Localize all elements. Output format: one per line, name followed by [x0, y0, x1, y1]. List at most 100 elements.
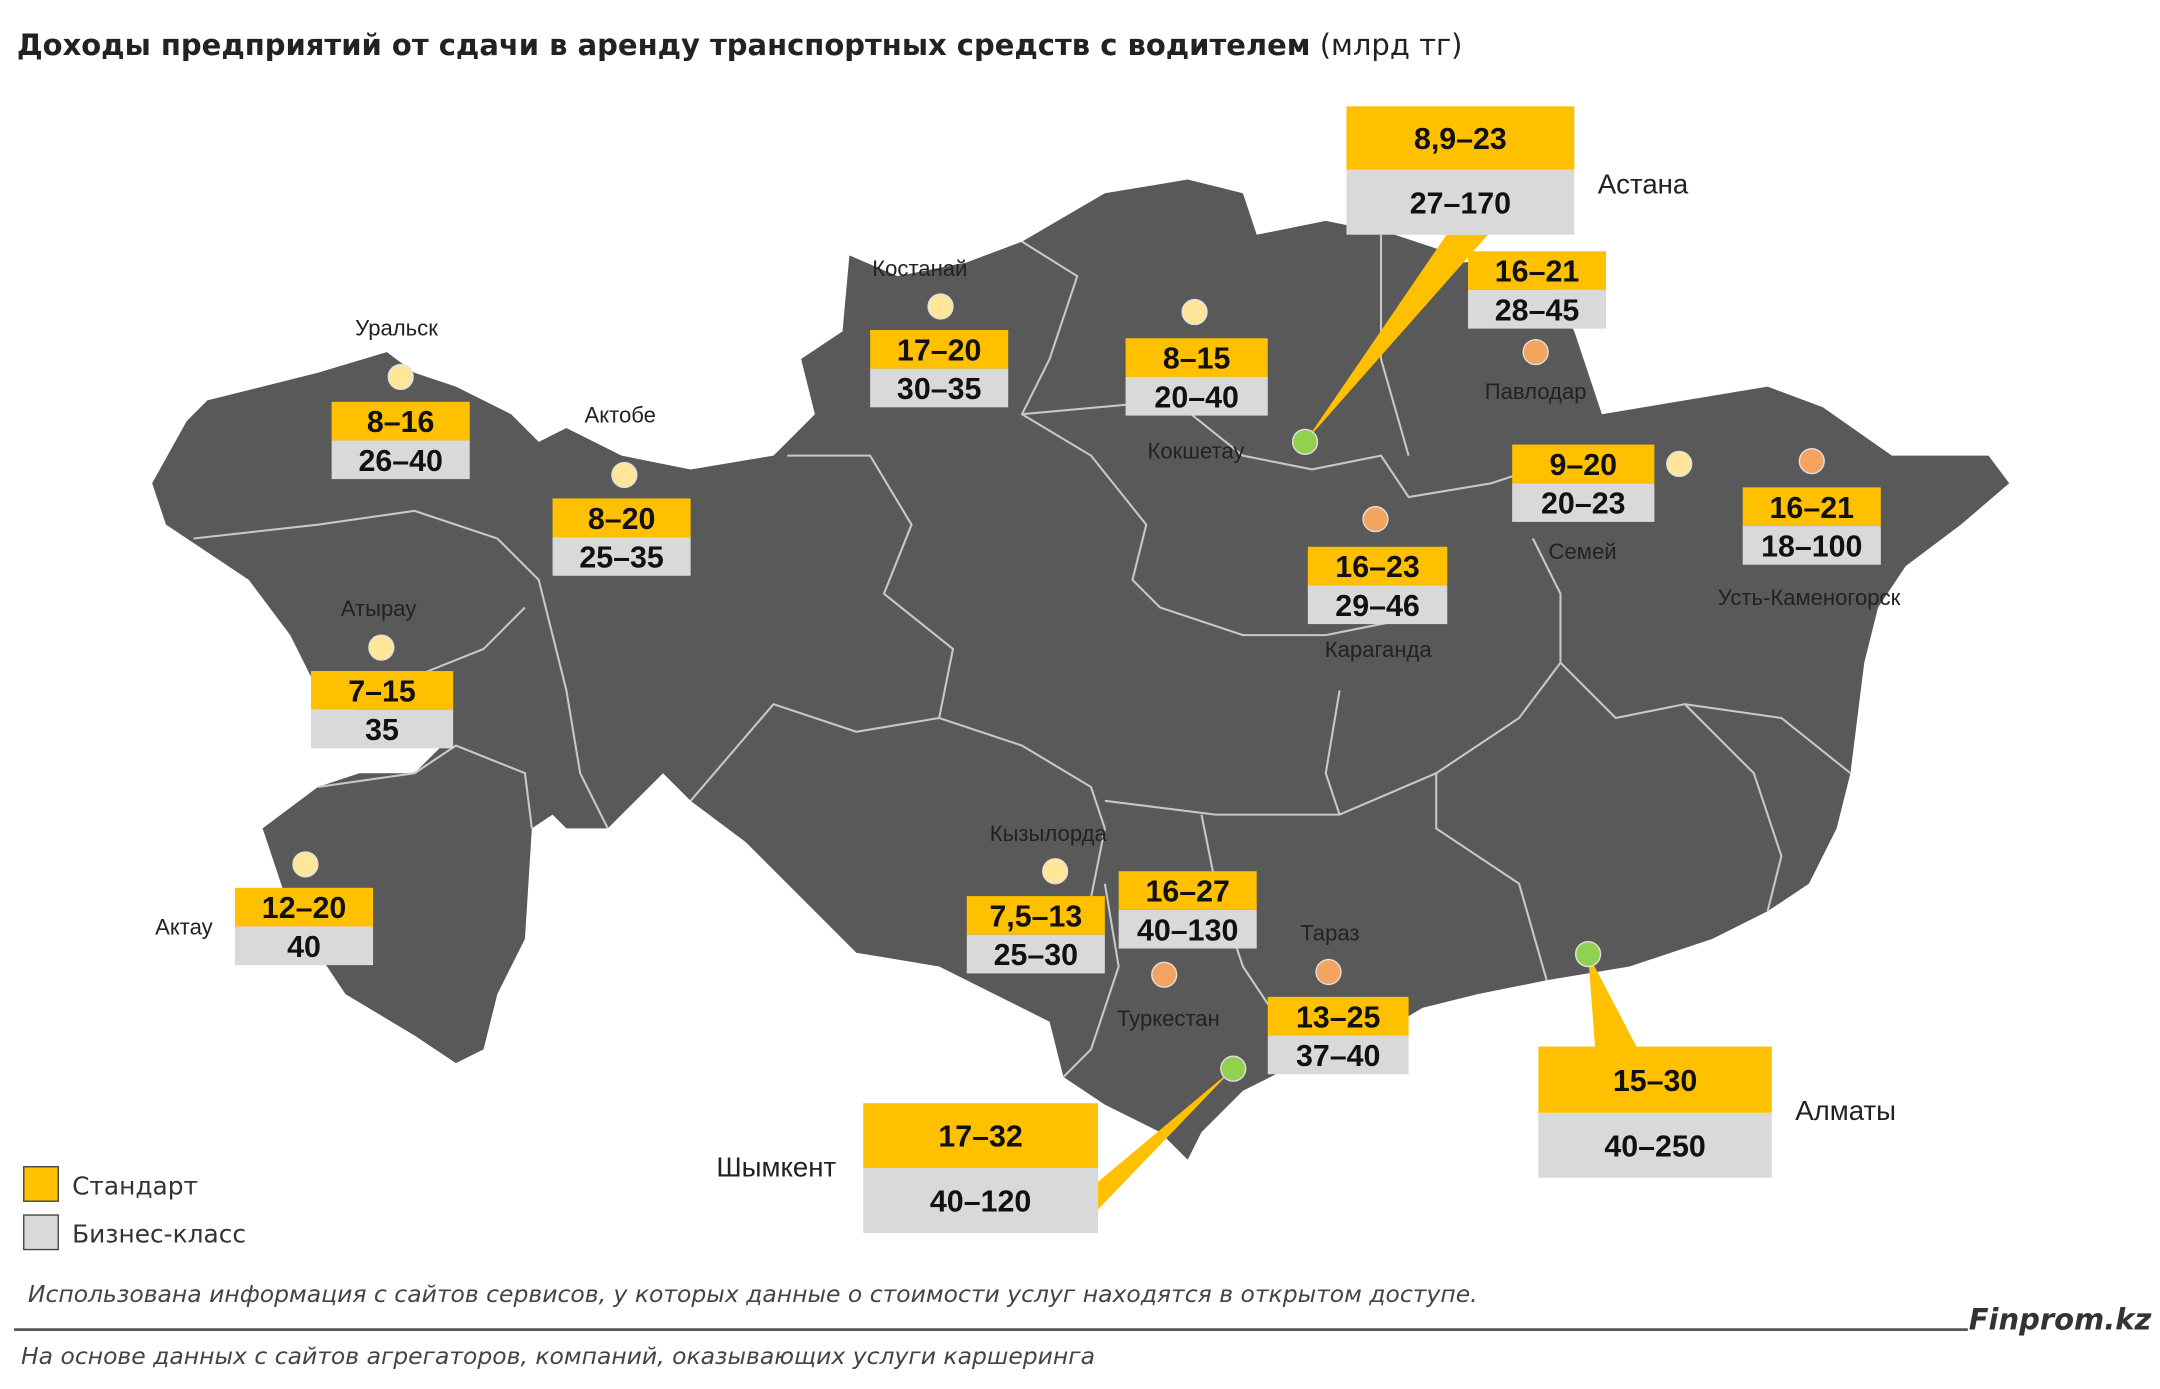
city-dot: [1574, 940, 1602, 968]
city-name: Кокшетау: [1147, 438, 1244, 463]
business-box: [863, 1168, 1098, 1233]
standard-value: 9–20: [1549, 449, 1617, 482]
standard-value: 8–16: [367, 406, 435, 439]
standard-value: 8,9–23: [1414, 123, 1507, 156]
business-value: 26–40: [358, 445, 442, 478]
standard-value: 16–23: [1335, 551, 1419, 584]
city-name: Актобе: [584, 402, 655, 427]
business-value: 40–130: [1137, 914, 1238, 947]
business-value: 35: [365, 714, 399, 747]
standard-box: [1307, 546, 1448, 586]
city-name: Алматы: [1795, 1095, 1896, 1126]
business-box: [870, 368, 1009, 408]
business-box: [331, 440, 470, 480]
city: 17–32 40–120 Шымкент: [716, 1055, 1247, 1233]
business-value: 20–40: [1154, 381, 1238, 414]
city-name: Шымкент: [716, 1151, 836, 1182]
standard-value: 12–20: [262, 892, 346, 925]
business-value: 40: [287, 931, 321, 964]
city: 12–20 40 Актау: [155, 851, 374, 966]
legend-swatch-standard: [23, 1166, 59, 1202]
city-dot: [1666, 450, 1693, 478]
city-name: Тараз: [1300, 920, 1359, 945]
city-dot: [927, 293, 954, 320]
city-name: Уральск: [355, 316, 438, 341]
standard-value: 15–30: [1613, 1065, 1697, 1098]
city-name: Атырау: [341, 596, 417, 621]
city: 16–21 28–45 Павлодар: [1467, 251, 1607, 404]
city: 8–16 26–40 Уральск: [331, 316, 470, 480]
business-box: [1267, 1035, 1409, 1075]
standard-box: [1538, 1046, 1772, 1113]
city-dot: [368, 634, 395, 661]
city-name: Караганда: [1325, 637, 1433, 662]
city-name: Павлодар: [1485, 379, 1587, 404]
city-dot: [1151, 961, 1178, 988]
standard-box: [863, 1103, 1098, 1169]
business-value: 40–250: [1604, 1130, 1705, 1163]
business-box: [235, 926, 374, 966]
business-box: [1742, 526, 1881, 565]
city: 8–20 25–35 Актобе: [552, 402, 691, 576]
city: 13–25 37–40 Тараз: [1267, 920, 1409, 1075]
standard-value: 8–15: [1163, 343, 1231, 376]
standard-box: [1512, 444, 1655, 484]
standard-value: 7–15: [348, 675, 416, 708]
standard-value: 7,5–13: [989, 900, 1082, 933]
city: 16–23 29–46 Караганда: [1307, 506, 1448, 662]
city-name: Кызылорда: [990, 821, 1108, 846]
standard-box: [1118, 871, 1257, 910]
footnote: Использована информация с сайтов сервисо…: [28, 1280, 1478, 1308]
brand: Finprom.kz: [1969, 1303, 2152, 1337]
standard-value: 17–20: [897, 334, 981, 367]
business-value: 18–100: [1761, 530, 1862, 563]
city-dot: [611, 461, 638, 489]
source: На основе данных с сайтов агрегаторов, к…: [21, 1342, 1095, 1370]
standard-value: 16–27: [1145, 876, 1229, 909]
city-dot: [1362, 506, 1389, 533]
standard-value: 16–21: [1770, 492, 1855, 525]
business-box: [1118, 909, 1257, 949]
city-dot: [292, 851, 319, 878]
city-dot: [1181, 298, 1208, 326]
city-dot: [1798, 448, 1825, 475]
standard-value: 16–21: [1495, 256, 1580, 289]
city-callouts: 8,9–23 27–170 Астана 16–21 28–45 Павлодар 8–15…: [155, 106, 1901, 1233]
business-box: [1125, 376, 1268, 416]
standard-box: [870, 329, 1009, 369]
city-name: Костанай: [872, 256, 967, 281]
region-borders: [193, 234, 1852, 1078]
city: 15–30 40–250 Алматы: [1538, 940, 1896, 1178]
legend-swatch-business: [23, 1214, 59, 1251]
business-value: 25–35: [579, 541, 664, 574]
city-dot: [1291, 428, 1319, 455]
business-value: 37–40: [1296, 1040, 1380, 1073]
title-unit: (млрд тг): [1320, 28, 1463, 62]
city-dot: [1315, 958, 1342, 986]
business-value: 30–35: [897, 373, 982, 406]
city: 8,9–23 27–170 Астана: [1291, 106, 1689, 455]
business-box: [1538, 1112, 1772, 1178]
callout-pointer: [1588, 954, 1637, 1047]
business-box: [310, 709, 454, 749]
standard-box: [1467, 251, 1607, 290]
city-dot: [1522, 338, 1549, 366]
business-value: 29–46: [1335, 590, 1419, 623]
business-value: 25–30: [994, 939, 1078, 972]
title-main: Доходы предприятий от сдачи в аренду тра…: [17, 28, 1311, 62]
city-dot: [1042, 858, 1069, 885]
standard-box: [1125, 338, 1268, 377]
callout-pointer: [1097, 1068, 1234, 1210]
city: 16–21 18–100 Усть-Каменогорск: [1718, 448, 1901, 610]
city: 8–15 20–40 Кокшетау: [1125, 298, 1268, 463]
city-name: Туркестан: [1117, 1006, 1220, 1031]
city-dot: [387, 363, 414, 391]
city-name: Астана: [1598, 168, 1689, 199]
standard-value: 13–25: [1296, 1001, 1381, 1034]
country-shape: [152, 179, 2010, 1160]
standard-box: [1346, 106, 1575, 170]
city: 16–27 40–130 Туркестан: [1117, 871, 1257, 1031]
city: 7,5–13 25–30 Кызылорда: [966, 821, 1108, 974]
business-value: 27–170: [1410, 187, 1511, 220]
business-box: [552, 537, 691, 576]
